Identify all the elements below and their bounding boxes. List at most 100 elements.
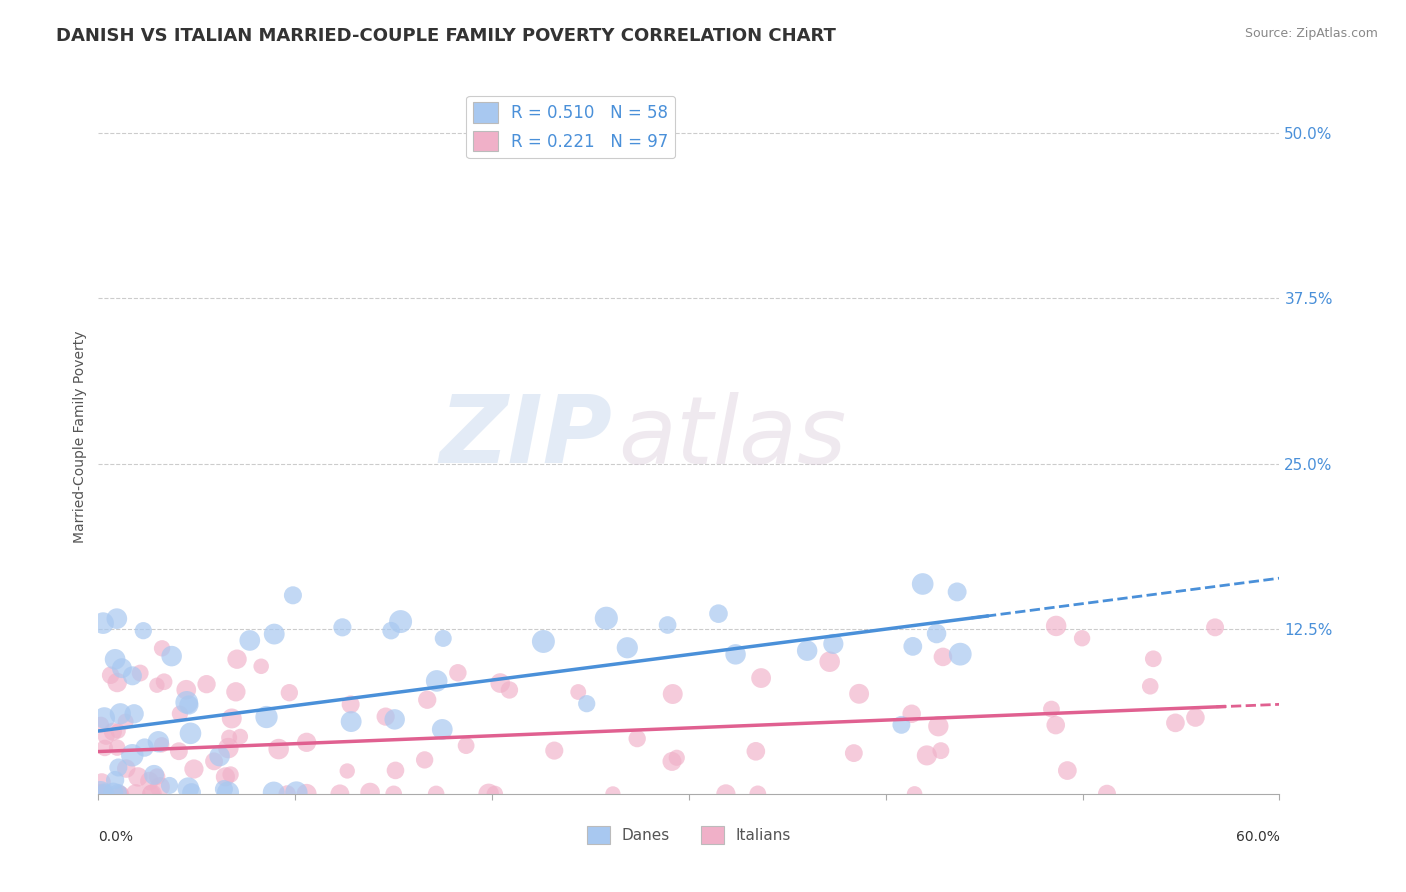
Point (1040, 702, 1063, 716)
Point (179, 726, 201, 740)
Point (149, 780, 172, 794)
Point (127, 770, 149, 784)
Point (661, 755, 683, 769)
Point (927, 719, 949, 733)
Point (1184, 710, 1206, 724)
Point (382, 787, 405, 801)
Text: DANISH VS ITALIAN MARRIED-COUPLE FAMILY POVERTY CORRELATION CHART: DANISH VS ITALIAN MARRIED-COUPLE FAMILY … (56, 27, 837, 45)
Point (169, 706, 191, 721)
Point (195, 677, 218, 691)
Point (202, 755, 225, 769)
Point (665, 751, 688, 765)
Point (105, 675, 128, 690)
Point (745, 744, 768, 758)
Text: ZIP: ZIP (439, 391, 612, 483)
Point (295, 787, 318, 801)
Point (134, 740, 156, 755)
Point (122, 706, 145, 721)
Point (336, 764, 359, 778)
Point (796, 643, 818, 657)
Point (295, 735, 318, 749)
Point (498, 683, 520, 698)
Point (329, 787, 352, 801)
Point (432, 723, 454, 737)
Point (543, 743, 565, 757)
Point (229, 730, 252, 744)
Point (150, 738, 173, 752)
Point (384, 764, 406, 778)
Point (121, 669, 143, 683)
Point (903, 787, 925, 801)
Point (478, 787, 501, 801)
Point (263, 786, 285, 800)
Point (890, 718, 912, 732)
Point (901, 640, 924, 654)
Point (239, 633, 262, 648)
Point (714, 787, 737, 801)
Point (91, 787, 114, 801)
Point (100, 668, 122, 682)
Point (1139, 679, 1161, 693)
Point (276, 787, 298, 801)
Point (159, 779, 181, 793)
Point (167, 744, 190, 758)
Point (217, 786, 239, 800)
Point (707, 607, 730, 621)
Point (107, 724, 129, 739)
Point (1056, 764, 1078, 778)
Point (389, 615, 412, 629)
Point (278, 686, 301, 700)
Point (1142, 652, 1164, 666)
Point (93, 711, 115, 725)
Point (107, 760, 129, 774)
Point (107, 786, 129, 800)
Point (1204, 620, 1226, 634)
Point (1045, 619, 1067, 633)
Point (146, 770, 169, 784)
Text: 0.0%: 0.0% (98, 830, 134, 844)
Point (91, 616, 114, 631)
Point (89, 787, 111, 801)
Point (90, 775, 112, 789)
Point (1164, 715, 1187, 730)
Point (226, 652, 249, 666)
Point (219, 767, 242, 781)
Point (111, 661, 134, 675)
Point (214, 770, 236, 784)
Point (749, 671, 772, 685)
Point (531, 634, 554, 648)
Point (94, 786, 117, 800)
Text: Source: ZipAtlas.com: Source: ZipAtlas.com (1244, 27, 1378, 40)
Point (250, 659, 273, 673)
Text: 60.0%: 60.0% (1236, 830, 1279, 844)
Point (105, 612, 128, 626)
Point (115, 762, 138, 776)
Point (96, 787, 118, 801)
Point (105, 740, 128, 755)
Point (818, 655, 841, 669)
Point (217, 741, 239, 756)
Point (595, 611, 617, 625)
Point (183, 762, 205, 776)
Point (180, 786, 202, 800)
Legend: Danes, Italians: Danes, Italians (581, 820, 797, 850)
Point (139, 787, 162, 801)
Point (221, 711, 243, 725)
Point (177, 698, 200, 712)
Point (110, 787, 132, 801)
Point (425, 787, 447, 801)
Point (932, 649, 955, 664)
Point (125, 787, 148, 801)
Point (946, 585, 969, 599)
Point (724, 648, 747, 662)
Point (281, 588, 304, 602)
Point (339, 698, 361, 712)
Point (915, 748, 938, 763)
Point (89, 787, 111, 801)
Y-axis label: Married-Couple Family Poverty: Married-Couple Family Poverty (73, 331, 87, 543)
Point (447, 665, 470, 680)
Point (900, 706, 922, 721)
Point (925, 626, 948, 640)
Point (114, 714, 136, 729)
Point (661, 687, 683, 701)
